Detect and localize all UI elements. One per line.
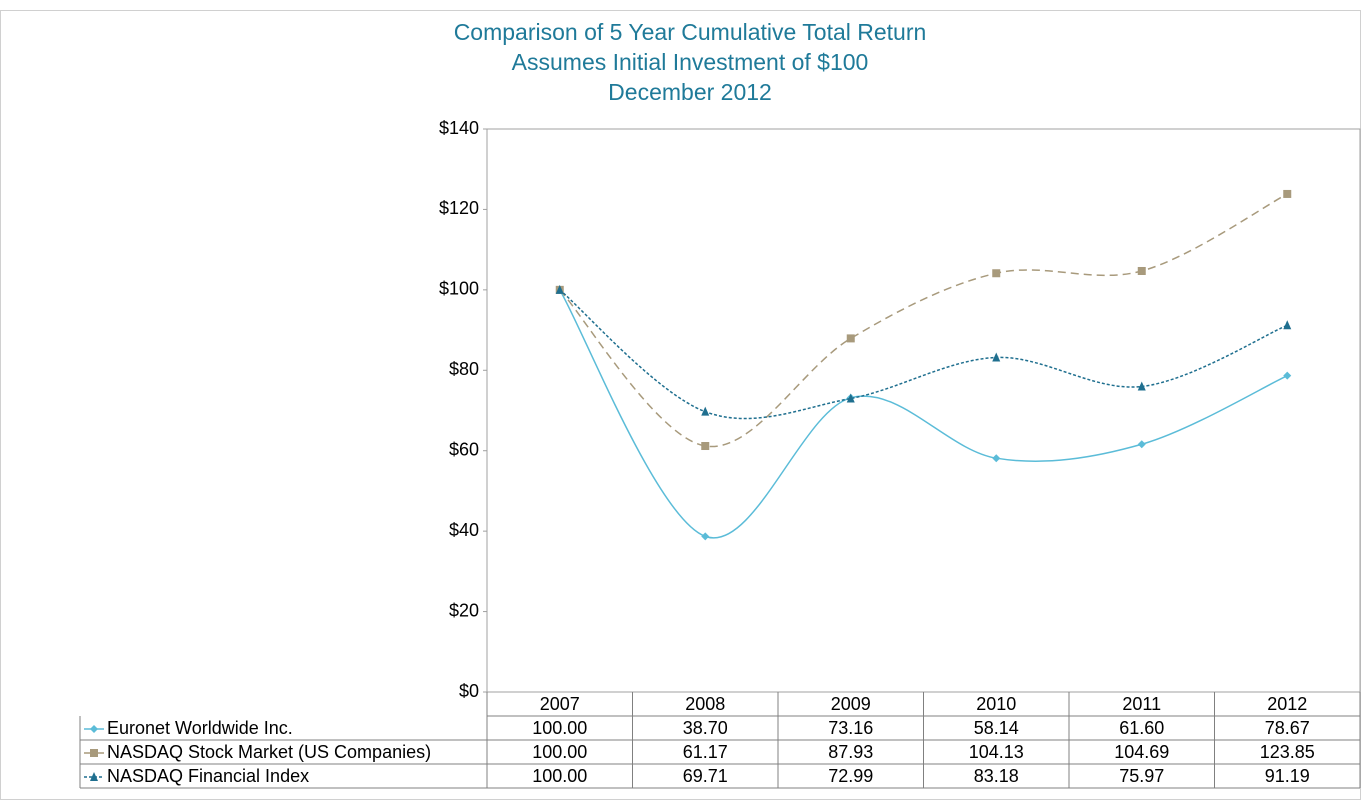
x-tick-label: 2012 <box>1267 694 1307 714</box>
table-value: 104.69 <box>1114 742 1169 762</box>
table-value: 61.17 <box>683 742 728 762</box>
y-tick-label: $120 <box>439 198 479 218</box>
legend-label: NASDAQ Stock Market (US Companies) <box>107 742 431 762</box>
chart-title: Comparison of 5 Year Cumulative Total Re… <box>454 19 927 45</box>
table-value: 72.99 <box>828 766 873 786</box>
legend-label: NASDAQ Financial Index <box>107 766 309 786</box>
y-tick-label: $20 <box>449 600 479 620</box>
x-tick-label: 2011 <box>1122 694 1161 714</box>
y-tick-label: $140 <box>439 118 479 138</box>
series-line <box>559 193 1288 448</box>
x-tick-label: 2008 <box>685 694 725 714</box>
x-tick-label: 2010 <box>976 694 1016 714</box>
y-tick-label: $0 <box>459 681 479 701</box>
y-tick-label: $100 <box>439 279 479 299</box>
data-point <box>1137 381 1146 391</box>
data-point <box>1283 320 1292 330</box>
chart-subtitle: Assumes Initial Investment of $100 <box>512 49 869 75</box>
data-point <box>701 406 710 416</box>
legend-label: Euronet Worldwide Inc. <box>107 718 293 738</box>
data-point <box>555 284 564 294</box>
data-point <box>992 352 1001 362</box>
table-value: 58.14 <box>974 718 1019 738</box>
x-tick-label: 2007 <box>540 694 580 714</box>
table-value: 83.18 <box>974 766 1019 786</box>
table-value: 61.60 <box>1119 718 1164 738</box>
table-value: 73.16 <box>828 718 873 738</box>
data-point <box>701 442 710 451</box>
table-value: 91.19 <box>1265 766 1310 786</box>
legend-marker <box>90 725 98 733</box>
y-tick-label: $80 <box>449 359 479 379</box>
data-point <box>701 532 710 541</box>
table-value: 69.71 <box>683 766 728 786</box>
legend-marker <box>90 772 98 781</box>
table-value: 100.00 <box>532 766 587 786</box>
table-value: 104.13 <box>969 742 1024 762</box>
data-point <box>1283 371 1292 380</box>
chart-subtitle: December 2012 <box>608 79 772 105</box>
data-point <box>992 454 1001 463</box>
data-point <box>1137 266 1146 275</box>
table-value: 100.00 <box>532 742 587 762</box>
x-tick-label: 2009 <box>831 694 871 714</box>
table-value: 123.85 <box>1260 742 1315 762</box>
data-point <box>846 334 855 343</box>
table-value: 75.97 <box>1119 766 1164 786</box>
data-point <box>1283 189 1292 198</box>
y-tick-label: $60 <box>449 439 479 459</box>
series-line <box>559 289 1288 420</box>
table-value: 100.00 <box>532 718 587 738</box>
data-point <box>846 393 855 403</box>
data-point <box>1137 440 1146 449</box>
y-tick-label: $40 <box>449 520 479 540</box>
legend-marker <box>90 749 98 757</box>
data-point <box>992 269 1001 278</box>
series-line <box>559 289 1288 539</box>
table-value: 87.93 <box>828 742 873 762</box>
table-value: 38.70 <box>683 718 728 738</box>
table-value: 78.67 <box>1265 718 1310 738</box>
